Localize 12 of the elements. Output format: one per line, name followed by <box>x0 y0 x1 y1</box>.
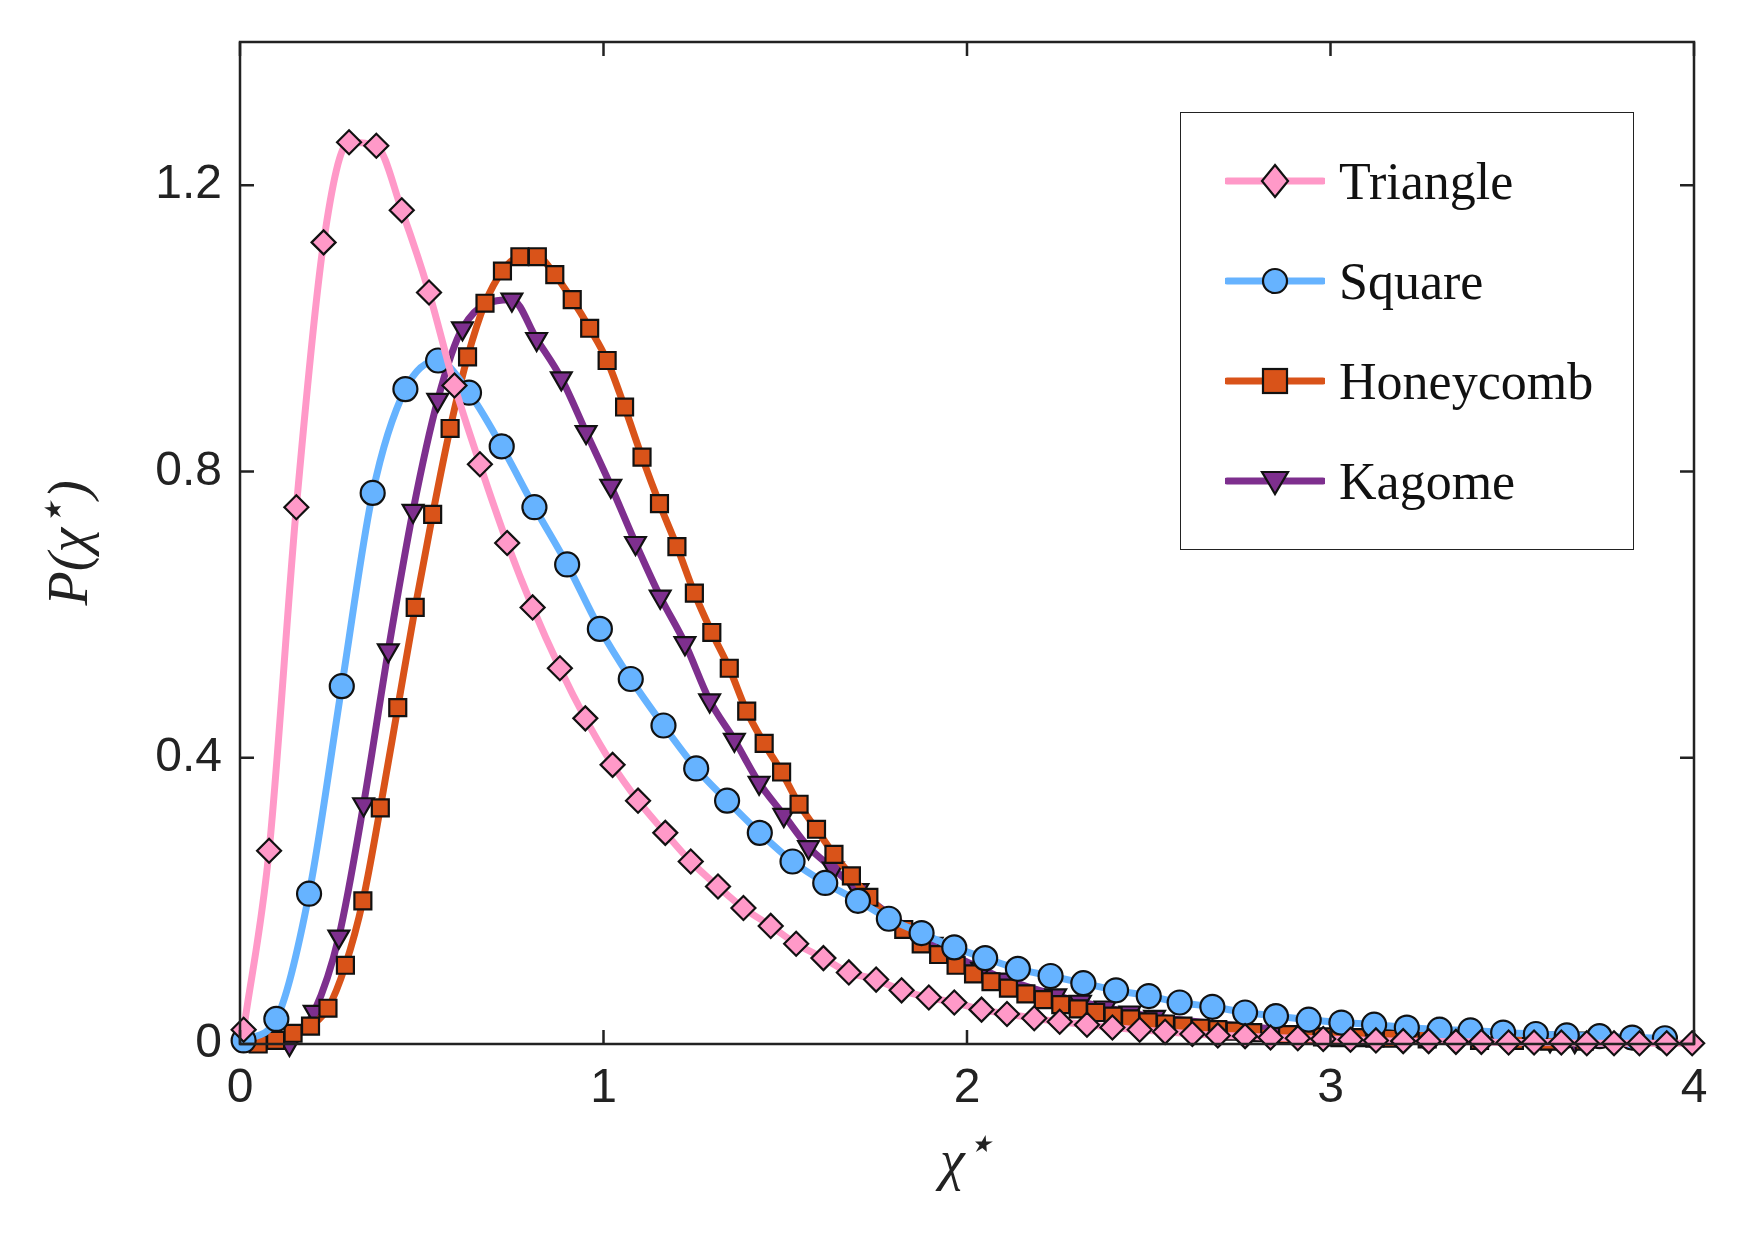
x-tick-label: 1 <box>590 1059 617 1113</box>
legend-label: Square <box>1339 251 1484 311</box>
y-tick-label: 1.2 <box>155 155 222 209</box>
y-tick-label: 0 <box>195 1014 222 1068</box>
legend-label: Honeycomb <box>1339 351 1594 411</box>
y-tick-label: 0.8 <box>155 441 222 495</box>
x-tick-label: 2 <box>953 1059 981 1113</box>
legend-label: Triangle <box>1339 151 1514 211</box>
x-tick-label: 4 <box>1680 1059 1708 1113</box>
y-tick-label: 0.4 <box>155 727 222 781</box>
legend-label: Kagome <box>1339 451 1516 511</box>
x-tick-label: 3 <box>1317 1059 1344 1113</box>
